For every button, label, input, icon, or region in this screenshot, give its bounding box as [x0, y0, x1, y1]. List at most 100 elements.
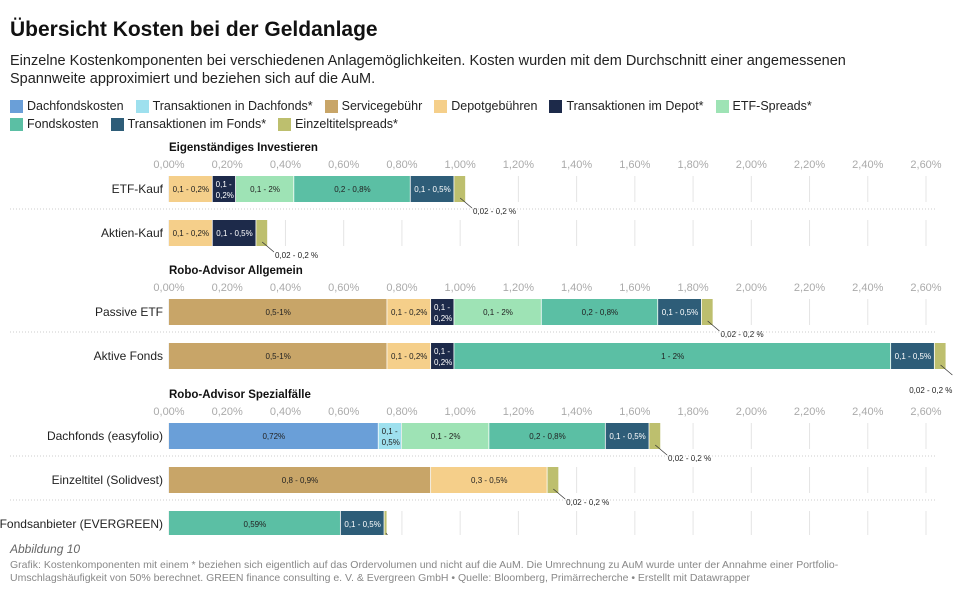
bar-segment — [401, 423, 489, 449]
x-tick-label: 0,20% — [212, 282, 243, 294]
row-label: Passive ETF — [95, 305, 163, 319]
bar-segment — [169, 299, 387, 325]
x-tick-label: 0,20% — [212, 406, 243, 418]
data-label: 1 - 2% — [661, 352, 684, 361]
bar-segment — [169, 220, 212, 246]
x-tick-label: 2,20% — [794, 406, 825, 418]
data-label: 0,02 - 0,2 % — [720, 330, 763, 339]
label-leader — [553, 488, 566, 500]
x-tick-label: 0,60% — [328, 159, 359, 171]
x-tick-label: 1,80% — [677, 282, 708, 294]
data-label: 0,1 - 0,5% — [609, 432, 645, 441]
bar-segment — [384, 511, 387, 535]
label-leader — [261, 241, 275, 253]
legend-swatch — [10, 99, 23, 113]
bar-segment — [212, 220, 256, 246]
label-leader — [385, 532, 388, 535]
x-tick-label: 2,00% — [736, 406, 767, 418]
row-label: ETF-Kauf — [112, 182, 164, 196]
data-label: 0,2 - 0,8% — [582, 308, 618, 317]
x-tick-label: 0,80% — [386, 406, 417, 418]
legend-item: Einzeltitelspreads* — [278, 115, 398, 133]
bar-segment — [410, 176, 454, 202]
bar-segment — [701, 299, 713, 325]
label-leader — [940, 364, 953, 376]
data-label: 0,1 - 0,2% — [173, 229, 209, 238]
x-tick-label: 0,00% — [153, 282, 184, 294]
x-tick-label: 1,60% — [619, 406, 650, 418]
bar-segment — [454, 176, 466, 202]
data-label: 0,2 - 0,8% — [334, 185, 370, 194]
x-tick-label: 0,40% — [270, 282, 301, 294]
legend-swatch — [135, 99, 149, 113]
x-tick-label: 0,40% — [270, 159, 301, 171]
bar-segment — [649, 423, 661, 449]
x-tick-label: 0,00% — [153, 159, 184, 171]
row-label: Fondsanbieter (EVERGREEN) — [0, 517, 163, 531]
bar-segment — [169, 467, 431, 493]
legend-swatch — [549, 99, 563, 113]
chart-legend: Dachfondskosten Transaktionen in Dachfond… — [10, 97, 890, 133]
data-label: 0,5-1% — [266, 352, 291, 361]
data-label: 0,1 - — [382, 427, 398, 436]
data-label: 0,02 - 0,2 % — [909, 386, 952, 395]
bar-segment — [378, 423, 402, 449]
data-label: 0,2 - 0,8% — [529, 432, 565, 441]
legend-swatch — [324, 99, 338, 113]
legend-item: Dachfondskosten — [10, 97, 124, 115]
bar-segment — [454, 343, 891, 369]
x-tick-label: 1,80% — [677, 159, 708, 171]
data-label: 0,1 - 0,5% — [216, 229, 252, 238]
x-tick-label: 0,80% — [386, 282, 417, 294]
data-label: 0,5% — [382, 438, 400, 447]
bar-segment — [387, 299, 431, 325]
bar-segment — [169, 423, 378, 449]
legend-label: Transaktionen im Depot* — [566, 99, 704, 113]
data-label: 0,1 - — [434, 303, 450, 312]
legend-item: ETF-Spreads* — [715, 97, 812, 115]
bar-segment — [294, 176, 410, 202]
x-tick-label: 1,40% — [561, 282, 592, 294]
chart-subtitle: Einzelne Kostenkomponenten bei verschied… — [10, 53, 846, 87]
x-tick-label: 1,00% — [445, 406, 476, 418]
legend-item: Transaktionen im Depot* — [549, 97, 704, 115]
legend-swatch — [434, 99, 448, 113]
bar-segment — [169, 343, 387, 369]
legend-label: ETF-Spreads* — [732, 99, 812, 113]
data-label: 0,1 - 0,5% — [662, 308, 698, 317]
x-tick-label: 2,00% — [736, 282, 767, 294]
bar-segment — [169, 511, 340, 535]
x-tick-label: 1,60% — [619, 282, 650, 294]
figure-caption: Abbildung 10 — [10, 542, 81, 556]
bar-segment — [605, 423, 649, 449]
data-label: 0,1 - 0,2% — [391, 308, 427, 317]
group-title: Robo-Advisor Allgemein — [169, 265, 303, 277]
data-label: 0,72% — [262, 432, 285, 441]
x-tick-label: 2,60% — [910, 282, 941, 294]
bar-segment — [658, 299, 702, 325]
bar-segment — [489, 423, 605, 449]
bar-segment — [256, 220, 268, 246]
stacked-bar-chart: Eigenständiges Investieren 0,00% 0,20% 0,40… — [0, 142, 953, 535]
x-tick-label: 2,40% — [852, 406, 883, 418]
x-tick-label: 1,20% — [503, 159, 534, 171]
label-leader — [707, 320, 720, 332]
data-label: 0,1 - 0,5% — [414, 185, 450, 194]
legend-swatch — [10, 117, 23, 131]
row-label: Einzeltitel (Solidvest) — [52, 473, 163, 487]
x-tick-label: 1,00% — [445, 159, 476, 171]
row-label: Aktien-Kauf — [101, 226, 164, 240]
bar-segment — [454, 299, 541, 325]
x-tick-label: 0,20% — [212, 159, 243, 171]
x-tick-label: 0,80% — [386, 159, 417, 171]
data-label: 0,1 - 2% — [431, 432, 461, 441]
bar-segment — [547, 467, 559, 493]
data-label: 0,59% — [244, 520, 267, 529]
legend-swatch — [278, 117, 292, 131]
x-tick-label: 1,40% — [561, 159, 592, 171]
legend-label: Transaktionen im Fonds* — [127, 117, 267, 131]
data-label: 0,1 - 0,5% — [895, 352, 931, 361]
legend-label: Servicegebühr — [341, 99, 423, 113]
bar-segment — [340, 511, 384, 535]
data-label: 0,1 - 0,2% — [391, 352, 427, 361]
